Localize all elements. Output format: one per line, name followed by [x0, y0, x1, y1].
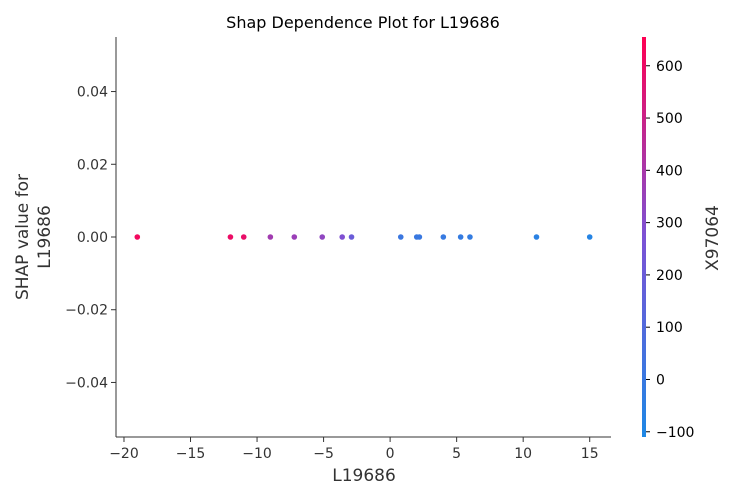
y-axis-ticks: 0.04 0.02 0.00 −0.02 −0.04 — [65, 85, 116, 391]
y-axis-label: SHAP value for L19686 — [13, 174, 55, 300]
scatter-points — [134, 234, 593, 240]
y-tick-label: 0.04 — [77, 85, 108, 101]
colorbar-tick-label: 0 — [656, 372, 665, 388]
x-tick-label: 15 — [581, 446, 599, 462]
scatter-point — [134, 234, 141, 240]
colorbar-tick-label: 600 — [656, 59, 683, 75]
scatter-point — [457, 234, 464, 240]
x-tick-label: 5 — [452, 446, 461, 462]
y-tick-label: −0.04 — [65, 375, 108, 391]
colorbar-tick-label: 200 — [656, 268, 683, 284]
colorbar-tick-label: 500 — [656, 111, 683, 127]
y-tick-label: 0.00 — [77, 230, 108, 246]
scatter-point — [467, 234, 473, 240]
colorbar-label: X97064 — [703, 205, 723, 271]
colorbar-tick-label: 100 — [656, 320, 683, 336]
scatter-point — [319, 234, 326, 240]
x-tick-label: −20 — [109, 446, 139, 462]
colorbar-tick-label: −100 — [656, 425, 694, 441]
y-axis-label-line-2: L19686 — [35, 205, 55, 269]
scatter-point — [397, 234, 404, 240]
x-tick-label: 10 — [514, 446, 532, 462]
scatter-point — [339, 234, 346, 240]
colorbar — [642, 37, 646, 437]
scatter-point — [416, 234, 423, 240]
colorbar-ticks: 600 500 400 300 200 100 0 −100 — [646, 59, 694, 441]
scatter-point — [440, 234, 447, 240]
scatter-point — [291, 234, 298, 240]
scatter-point — [586, 234, 593, 240]
x-tick-label: −10 — [242, 446, 272, 462]
scatter-point — [267, 234, 274, 240]
x-tick-label: −5 — [313, 446, 334, 462]
scatter-point — [348, 234, 355, 240]
x-axis-label: L19686 — [332, 466, 396, 486]
y-axis-label-line-1: SHAP value for — [13, 174, 33, 300]
colorbar-tick-label: 400 — [656, 163, 683, 179]
y-tick-label: −0.02 — [65, 303, 108, 319]
colorbar-tick-label: 300 — [656, 216, 683, 232]
y-tick-label: 0.02 — [77, 157, 108, 173]
scatter-point — [533, 234, 540, 240]
x-axis-ticks: −20 −15 −10 −5 0 5 10 15 — [109, 437, 599, 462]
scatter-point — [240, 234, 247, 240]
x-tick-label: 0 — [386, 446, 395, 462]
x-tick-label: −15 — [176, 446, 206, 462]
chart-title: Shap Dependence Plot for L19686 — [226, 13, 500, 32]
scatter-point — [227, 234, 234, 240]
